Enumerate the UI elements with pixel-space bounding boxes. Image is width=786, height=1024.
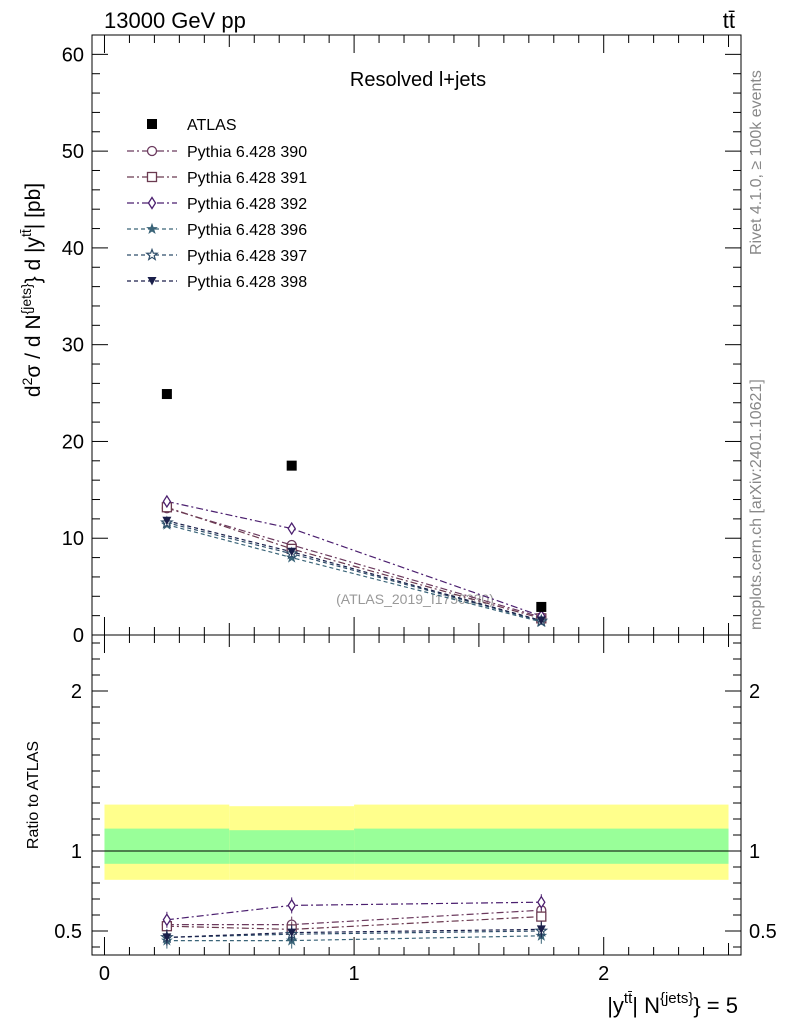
ratio-point-p392 <box>537 895 546 909</box>
header-left: 13000 GeV pp <box>104 8 246 33</box>
atlas-data-point <box>286 460 297 471</box>
legend-marker-p391 <box>146 171 158 183</box>
ratio-y-ticks: 0.5 0.5 1 1 2 2 <box>54 642 777 948</box>
legend-label-p398: Pythia 6.428 398 <box>187 274 307 291</box>
ratio-x-tick-label: 1 <box>349 963 360 985</box>
legend-label-atlas: ATLAS <box>187 117 237 134</box>
main-y-tick-label: 40 <box>62 238 84 260</box>
ratio-y-tick-label-right: 0.5 <box>749 921 777 943</box>
main-y-axis-label: d2σ / d N{jets}} d |ytt̄| [pb] <box>18 183 45 397</box>
uncertainty-band-inner <box>104 828 230 864</box>
ratio-y-tick-label: 2 <box>71 681 82 703</box>
legend: ATLAS Pythia 6.428 390 Pythia 6.428 391 Pyt… <box>127 117 307 291</box>
main-y-tick-label: 30 <box>62 335 84 357</box>
ratio-x-ticks: 0 1 2 <box>99 635 730 985</box>
atlas-data-point <box>161 389 172 400</box>
main-y-tick-label: 0 <box>73 625 84 647</box>
ratio-line-p390 <box>166 909 542 926</box>
main-y-tick-label: 20 <box>62 431 84 453</box>
ratio-y-tick-label: 1 <box>71 841 82 863</box>
ratio-x-tick-label: 2 <box>598 963 609 985</box>
series-point-p392 <box>162 494 172 509</box>
uncertainty-band-inner <box>229 830 355 864</box>
ratio-point-p392 <box>287 898 296 913</box>
legend-label-p390: Pythia 6.428 390 <box>187 144 307 161</box>
ratio-y-axis-label: Ratio to ATLAS <box>25 741 42 849</box>
ratio-panel: Ratio to ATLAS 0.5 0.5 1 1 2 2 0 1 2 |ytt̄| N{j… <box>25 634 777 1018</box>
ratio-bands <box>92 804 741 880</box>
watermark: (ATLAS_2019_I1750330) <box>336 591 494 607</box>
main-x-ticks <box>103 35 730 635</box>
legend-marker-p392 <box>147 196 157 210</box>
legend-marker-p398 <box>147 277 157 286</box>
x-axis-label: |ytt̄| N{jets}} = 5 <box>607 990 738 1018</box>
ratio-y-tick-label: 0.5 <box>54 921 82 943</box>
series-point-p396 <box>285 551 298 563</box>
series-point-p392 <box>287 521 296 536</box>
ratio-y-tick-label-right: 1 <box>749 841 760 863</box>
series-line-p396 <box>166 524 542 623</box>
svg-text:d2σ / d N{jets}} d |ytt̄| [pb]: d2σ / d N{jets}} d |ytt̄| [pb] <box>18 183 45 397</box>
legend-marker-atlas <box>147 119 157 129</box>
uncertainty-band-inner <box>354 828 729 864</box>
ratio-point-p391 <box>536 911 547 922</box>
main-y-tick-label: 10 <box>62 528 84 550</box>
ratio-y-tick-label-right: 2 <box>749 681 760 703</box>
legend-label-p391: Pythia 6.428 391 <box>187 170 307 187</box>
ratio-line-p391 <box>166 916 542 931</box>
legend-label-p396: Pythia 6.428 396 <box>187 222 307 239</box>
main-series <box>160 389 549 627</box>
series-point-p398 <box>287 547 297 557</box>
ratio-point-p392 <box>162 913 172 927</box>
series-line-p392 <box>166 500 542 617</box>
main-y-ticks: 0 10 20 30 40 50 60 <box>62 34 741 647</box>
main-y-tick-label: 50 <box>62 141 84 163</box>
svg-text:|ytt̄| N{jets}} = 5: |ytt̄| N{jets}} = 5 <box>607 990 738 1018</box>
ratio-line-p392 <box>166 901 542 921</box>
legend-marker-p397 <box>145 247 159 261</box>
ratio-point-p398 <box>162 933 172 942</box>
ratio-series <box>160 894 549 949</box>
legend-label-p397: Pythia 6.428 397 <box>187 248 307 265</box>
main-y-tick-label: 60 <box>62 44 84 66</box>
series-point-p398 <box>162 516 172 526</box>
ratio-frame <box>91 634 742 956</box>
series-point-p398 <box>536 616 546 625</box>
legend-marker-p390 <box>146 145 158 157</box>
ratio-point-p398 <box>536 925 546 934</box>
legend-marker-p396 <box>146 222 158 235</box>
header-right: tt̄ <box>723 8 735 33</box>
main-title: Resolved l+jets <box>350 69 486 91</box>
rivet-label: Rivet 4.1.0, ≥ 100k events <box>748 70 765 255</box>
atlas-data-point <box>536 601 547 612</box>
mcplots-label: mcplots.cern.ch [arXiv:2401.10621] <box>748 379 765 630</box>
ratio-point-p398 <box>287 928 297 938</box>
ratio-x-tick-label: 0 <box>99 963 110 985</box>
main-panel: Resolved l+jets (ATLAS_2019_I1750330) d2… <box>18 34 742 647</box>
legend-label-p392: Pythia 6.428 392 <box>187 196 307 213</box>
